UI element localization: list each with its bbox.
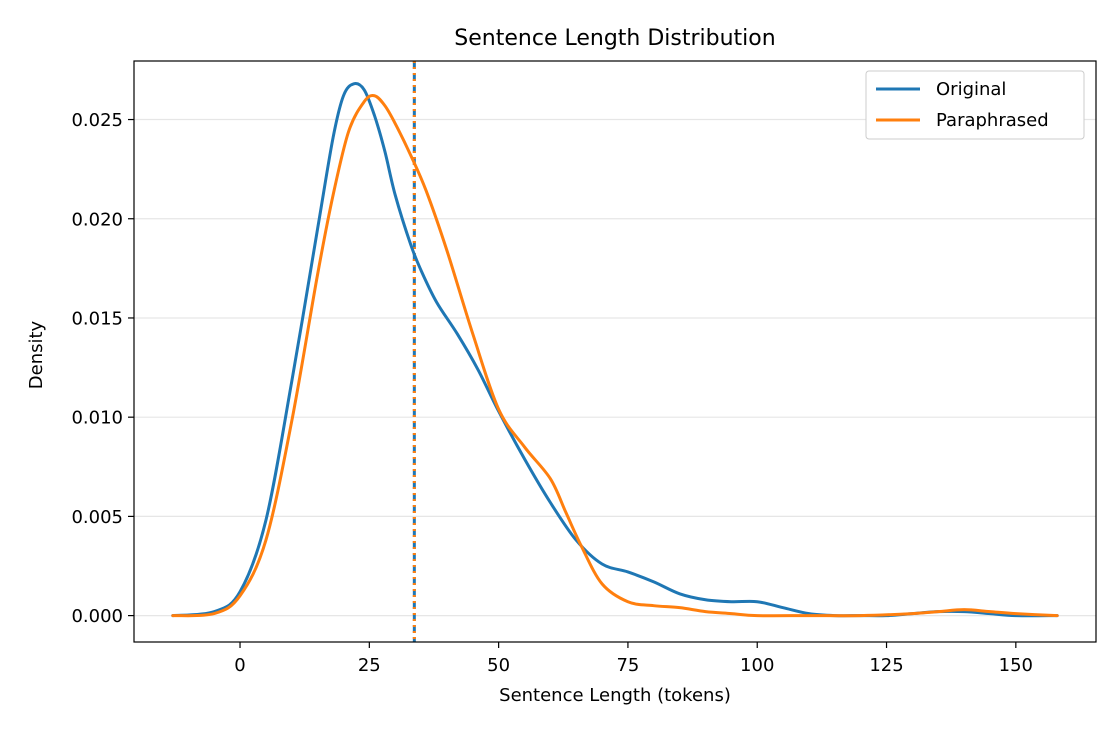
y-tick-label: 0.000: [71, 606, 123, 627]
x-tick-label: 75: [616, 655, 639, 676]
x-axis: 0 25 50 75 100 125 150: [234, 642, 1033, 676]
y-tick-label: 0.020: [71, 209, 123, 230]
x-tick-label: 50: [487, 655, 510, 676]
y-tick-label: 0.005: [71, 507, 123, 528]
x-tick-label: 25: [358, 655, 381, 676]
legend: Original Paraphrased: [865, 70, 1085, 140]
x-tick-label: 0: [234, 655, 245, 676]
x-tick-label: 150: [999, 655, 1033, 676]
x-tick-label: 125: [869, 655, 903, 676]
chart-title: Sentence Length Distribution: [454, 26, 775, 51]
grid: [134, 118, 1096, 617]
y-axis: 0.000 0.005 0.010 0.015 0.020 0.025: [71, 110, 134, 627]
legend-label-original: Original: [936, 79, 1006, 100]
x-tick-label: 100: [740, 655, 774, 676]
y-tick-label: 0.025: [71, 110, 123, 131]
y-axis-label: Density: [26, 320, 47, 389]
y-tick-label: 0.015: [71, 308, 123, 329]
series-line-paraphrased: [171, 94, 1059, 618]
plot-frame: [133, 60, 1097, 643]
legend-label-paraphrased: Paraphrased: [936, 110, 1049, 131]
series-group: [171, 82, 1059, 618]
y-tick-label: 0.010: [71, 408, 123, 429]
x-axis-label: Sentence Length (tokens): [499, 685, 731, 706]
legend-box: [865, 70, 1085, 140]
